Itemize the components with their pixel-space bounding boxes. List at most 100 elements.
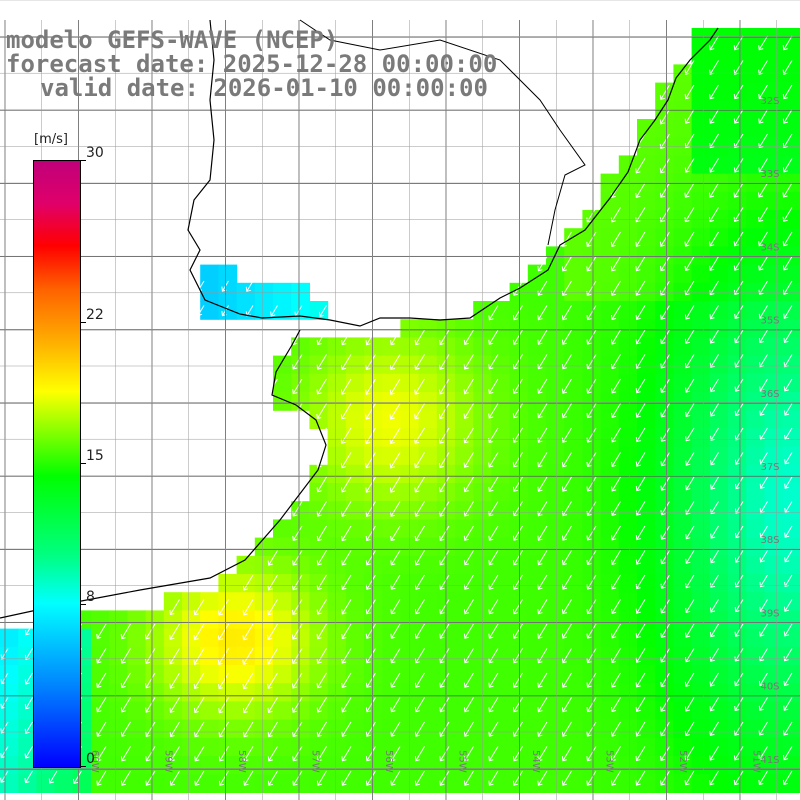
speed-cell <box>127 774 147 793</box>
wind-arrow <box>685 501 695 515</box>
speed-cell <box>746 719 765 739</box>
speed-cell <box>709 282 729 302</box>
wind-arrow <box>316 329 327 346</box>
wind-arrow <box>512 452 523 468</box>
speed-cell <box>618 537 638 557</box>
wind-arrow <box>782 182 793 198</box>
wind-arrow <box>709 60 719 75</box>
speed-cell <box>345 683 365 702</box>
speed-cell <box>400 355 420 375</box>
speed-cell <box>145 774 165 793</box>
wind-arrow <box>733 84 744 100</box>
speed-cell <box>491 610 511 630</box>
wind-arrow <box>635 525 646 541</box>
speed-cell <box>91 737 110 757</box>
speed-cell <box>764 319 784 338</box>
wind-arrow <box>635 403 646 418</box>
speed-cell <box>582 610 602 630</box>
wind-arrow <box>488 305 499 321</box>
speed-cell <box>673 119 693 138</box>
wind-arrow <box>733 770 744 786</box>
speed-cell <box>764 446 784 466</box>
speed-cell <box>400 428 420 448</box>
wind-arrow <box>439 623 450 639</box>
wind-arrow <box>463 550 474 566</box>
wind-arrow <box>194 770 205 786</box>
colorbar-tick-label: 30 <box>86 145 104 161</box>
speed-cell <box>527 574 547 593</box>
speed-cell <box>564 628 583 648</box>
speed-cell <box>418 592 438 611</box>
speed-cell <box>382 574 401 593</box>
wind-arrow <box>439 672 450 688</box>
speed-cell <box>600 337 620 357</box>
speed-cell <box>527 701 547 721</box>
speed-cell <box>600 191 620 211</box>
speed-cell <box>91 683 110 702</box>
wind-arrow <box>561 746 572 762</box>
speed-cell <box>782 82 800 102</box>
speed-cell <box>254 628 274 648</box>
wind-arrow <box>586 574 597 590</box>
speed-cell <box>327 428 347 448</box>
speed-cell <box>782 537 800 557</box>
wind-arrow <box>783 623 793 637</box>
speed-cell <box>527 501 547 520</box>
wind-arrow <box>783 599 793 612</box>
speed-cell <box>127 610 147 630</box>
speed-cell <box>673 410 693 429</box>
lon-label: 56W <box>383 750 394 773</box>
wind-arrow <box>488 378 499 395</box>
wind-arrow <box>561 599 572 615</box>
wind-arrow <box>562 525 572 541</box>
speed-cell <box>691 282 711 302</box>
speed-cell <box>618 774 638 793</box>
wind-arrow <box>488 623 499 639</box>
wind-arrow <box>414 721 425 737</box>
wind-arrow <box>169 623 180 640</box>
speed-cell <box>728 665 747 684</box>
speed-cell <box>509 592 529 611</box>
speed-cell <box>746 756 765 775</box>
speed-cell <box>600 756 620 775</box>
speed-cell <box>655 683 674 702</box>
speed-cell <box>637 774 656 793</box>
speed-cell <box>109 683 128 702</box>
speed-cell <box>273 737 292 757</box>
speed-cell <box>691 392 711 411</box>
wind-arrow <box>537 525 548 541</box>
speed-cell <box>691 82 711 102</box>
wind-arrow <box>292 501 303 517</box>
wind-arrow <box>193 623 205 641</box>
speed-cell <box>728 683 747 702</box>
wind-arrow <box>120 697 131 713</box>
speed-cell <box>691 774 711 793</box>
speed-cell <box>782 701 800 721</box>
wind-arrow <box>292 378 303 395</box>
wind-arrow <box>145 648 156 665</box>
wind-arrow <box>709 697 719 712</box>
speed-cell <box>582 410 602 429</box>
wind-arrow <box>758 329 768 344</box>
speed-cell <box>691 155 711 175</box>
speed-cell <box>382 392 401 411</box>
wind-arrow <box>660 403 670 418</box>
wind-arrow <box>316 648 327 664</box>
wind-arrow <box>586 721 597 737</box>
speed-cell <box>637 701 656 721</box>
speed-cell <box>709 610 729 630</box>
wind-arrow <box>438 427 450 444</box>
speed-cell <box>746 319 765 338</box>
wind-arrow <box>685 525 695 540</box>
wind-arrow <box>488 427 499 444</box>
wind-arrow <box>245 280 254 292</box>
speed-cell <box>18 774 37 793</box>
speed-cell <box>491 373 511 393</box>
speed-cell <box>400 537 420 557</box>
speed-cell <box>764 628 784 648</box>
wind-arrow <box>635 672 646 688</box>
wind-arrow <box>169 770 180 786</box>
wind-arrow <box>512 378 523 394</box>
speed-cell <box>509 574 529 593</box>
